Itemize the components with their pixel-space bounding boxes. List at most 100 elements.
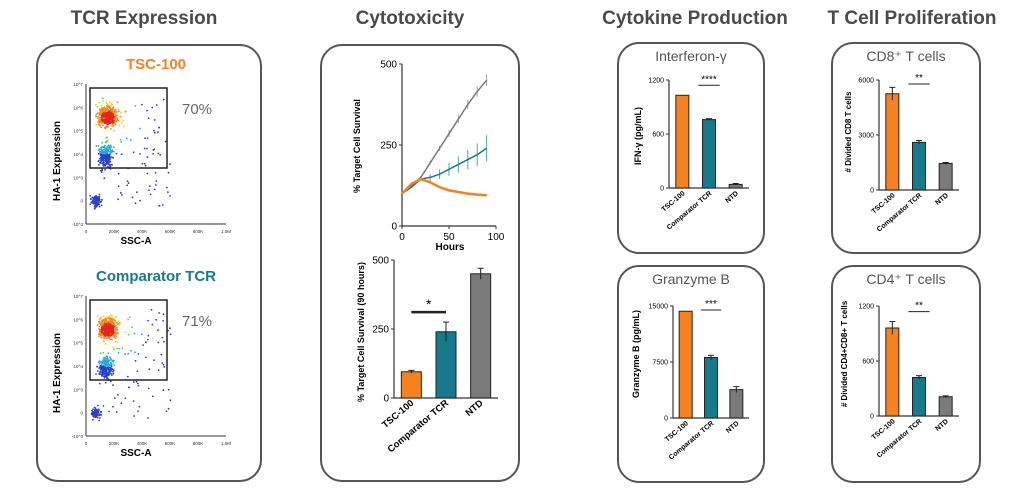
- event-dot: [98, 325, 101, 328]
- event-dot: [106, 160, 108, 163]
- event-dot: [167, 191, 169, 193]
- category-label: Comparator TCR: [666, 190, 713, 231]
- event-dot: [108, 161, 110, 164]
- x-tick-label: 0: [85, 229, 88, 234]
- bar: [400, 371, 422, 399]
- event-dot: [99, 372, 101, 375]
- event-dot: [143, 162, 146, 165]
- event-dot: [108, 160, 110, 162]
- event-dot: [91, 201, 94, 204]
- event-dot: [134, 202, 137, 205]
- series-line: [401, 177, 487, 197]
- event-dot: [117, 172, 120, 175]
- event-dot: [98, 203, 100, 206]
- event-dot: [133, 415, 135, 417]
- event-dot: [124, 110, 127, 113]
- event-dot: [102, 405, 105, 407]
- event-dot: [108, 320, 111, 323]
- y-tick-label: 0: [80, 199, 83, 204]
- event-dot: [114, 118, 116, 121]
- event-dot: [99, 157, 101, 160]
- event-dot: [105, 117, 108, 120]
- event-dot: [111, 123, 114, 126]
- cd4-panel: [831, 265, 981, 483]
- event-dot: [103, 120, 106, 123]
- event-dot: [102, 367, 105, 370]
- event-dot: [100, 361, 103, 364]
- event-dot: [134, 105, 137, 107]
- event-dot: [110, 113, 113, 115]
- event-dot: [100, 148, 102, 150]
- event-dot: [106, 103, 109, 106]
- event-dot: [158, 312, 160, 314]
- bar: [912, 377, 926, 417]
- event-dot: [147, 387, 150, 390]
- event-dot: [111, 150, 114, 153]
- event-dot: [106, 374, 109, 377]
- gate-percentage: 71%: [182, 313, 212, 330]
- event-dot: [100, 104, 103, 107]
- event-dot: [101, 154, 104, 156]
- event-dot: [106, 320, 108, 323]
- event-dot: [95, 200, 98, 203]
- event-dot: [155, 184, 157, 186]
- event-dot: [117, 110, 120, 113]
- event-dot: [118, 110, 121, 113]
- event-dot: [116, 341, 119, 343]
- event-dot: [141, 103, 143, 106]
- event-dot: [101, 108, 104, 111]
- event-dot: [101, 324, 103, 327]
- event-dot: [127, 352, 130, 355]
- event-dot: [105, 371, 107, 374]
- y-tick-label: 3000: [858, 132, 874, 139]
- event-dot: [111, 119, 114, 122]
- event-dot: [101, 122, 104, 125]
- event-dot: [106, 162, 109, 165]
- event-dot: [116, 328, 119, 331]
- event-dot: [98, 362, 101, 365]
- event-dot: [104, 141, 107, 143]
- event-dot: [100, 319, 103, 322]
- event-dot: [100, 152, 103, 154]
- event-dot: [111, 164, 113, 166]
- event-dot: [107, 322, 110, 324]
- event-dot: [106, 115, 109, 118]
- event-dot: [109, 160, 112, 163]
- event-dot: [106, 146, 108, 149]
- event-dot: [98, 419, 101, 422]
- event-dot: [98, 193, 101, 196]
- event-dot: [119, 115, 122, 118]
- event-dot: [102, 351, 105, 354]
- event-dot: [119, 322, 121, 325]
- y-tick-label: 10^7: [73, 82, 83, 87]
- event-dot: [151, 106, 154, 109]
- event-dot: [95, 103, 97, 106]
- event-dot: [99, 410, 102, 413]
- event-dot: [148, 189, 150, 192]
- event-dot: [137, 384, 140, 387]
- event-dot: [102, 161, 105, 164]
- event-dot: [99, 333, 102, 336]
- event-dot: [116, 117, 118, 119]
- event-dot: [146, 156, 149, 159]
- event-dot: [146, 109, 148, 112]
- event-dot: [132, 400, 135, 402]
- y-tick-label: 15000: [649, 303, 669, 310]
- x-tick-label: 200K: [109, 441, 120, 446]
- event-dot: [117, 119, 120, 122]
- event-dot: [109, 115, 112, 117]
- y-tick-label: 10^3: [73, 175, 83, 180]
- event-dot: [139, 199, 141, 202]
- y-tick-label: 6000: [858, 77, 874, 84]
- event-dot: [104, 110, 107, 112]
- event-dot: [165, 410, 168, 412]
- event-dot: [112, 319, 115, 321]
- event-dot: [98, 367, 101, 369]
- event-dot: [127, 318, 130, 321]
- event-dot: [106, 377, 108, 379]
- event-dot: [92, 198, 95, 200]
- event-dot: [111, 117, 114, 119]
- event-dot: [163, 340, 165, 343]
- event-dot: [114, 123, 117, 126]
